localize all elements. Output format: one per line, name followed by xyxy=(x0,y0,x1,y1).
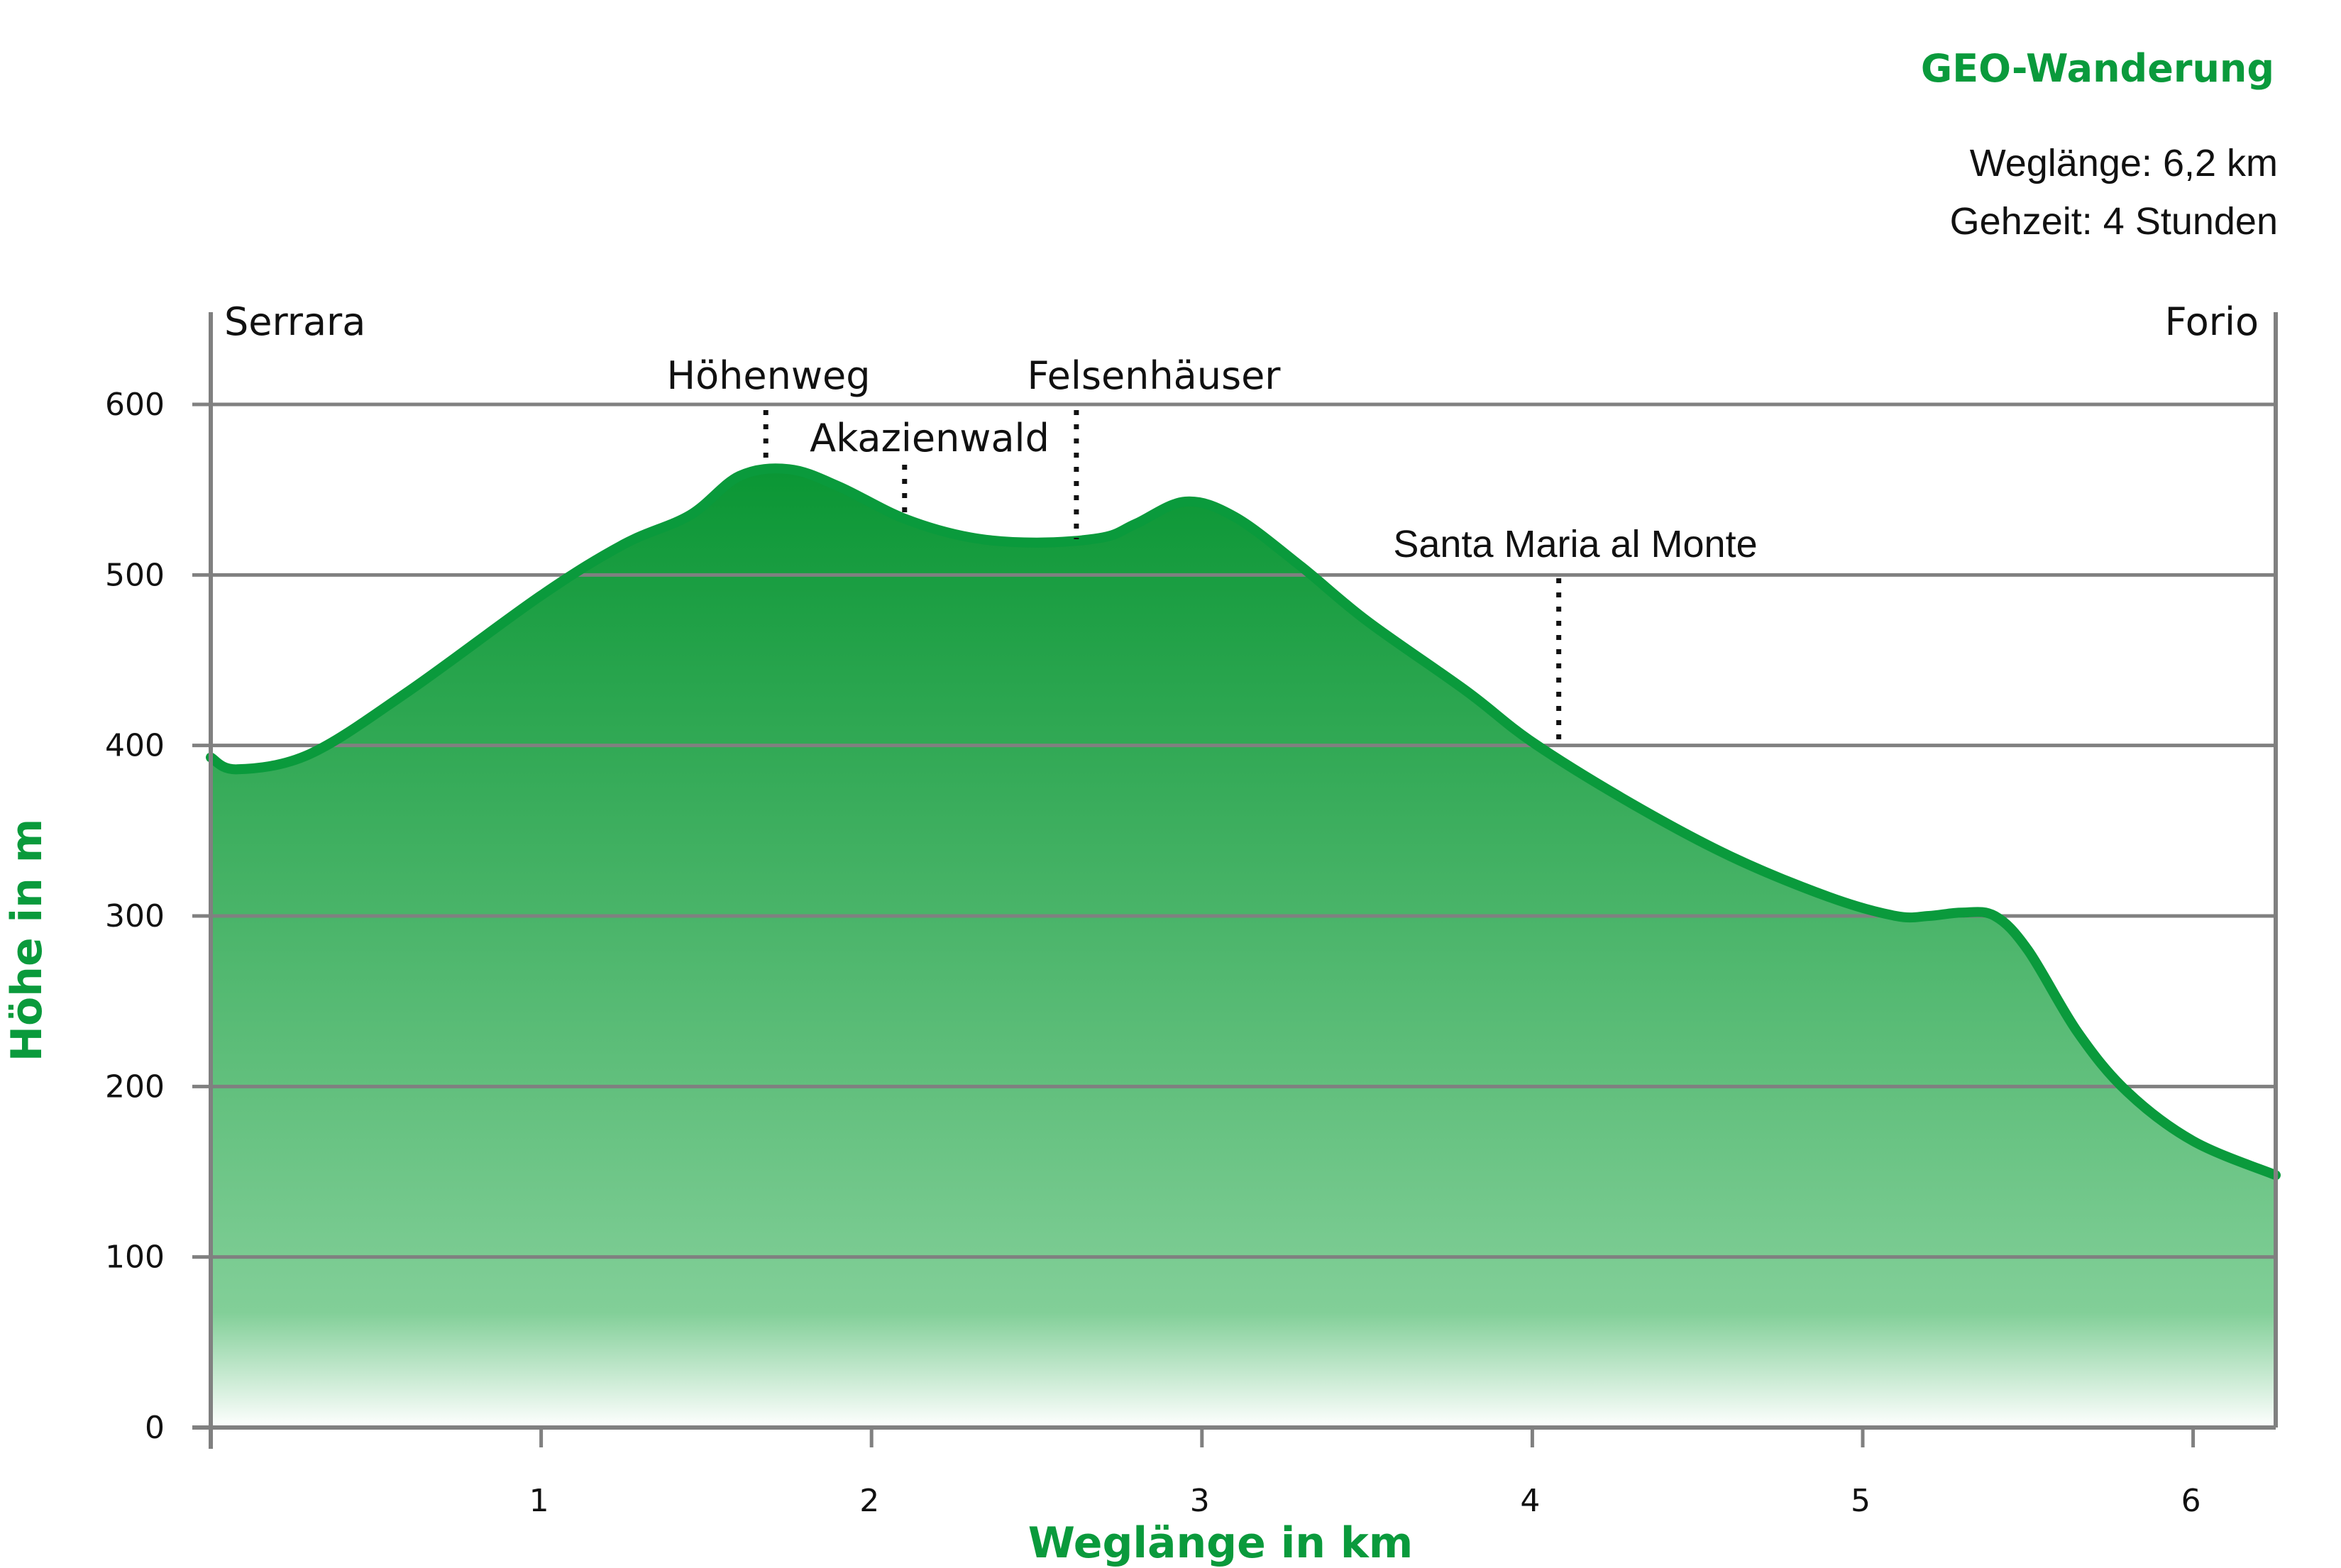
walking-time: Gehzeit: 4 Stunden xyxy=(1950,200,2278,243)
trail-length: Weglänge: 6,2 km xyxy=(1970,142,2278,184)
x-tick-label: 1 xyxy=(529,1483,549,1519)
y-tick-label: 500 xyxy=(105,557,165,593)
y-tick-label: 600 xyxy=(105,387,165,423)
y-tick-labels: 0 100 200 300 400 500 600 xyxy=(105,387,165,1446)
elevation-line xyxy=(206,463,2281,1181)
x-tick-label: 3 xyxy=(1190,1483,1210,1519)
x-tick-label: 2 xyxy=(859,1483,879,1519)
waypoint-annotations: Serrara Höhenweg Akazienwald Felsenhäuser Sa… xyxy=(224,299,2259,741)
y-tick-label: 400 xyxy=(105,728,165,764)
x-tick-label: 4 xyxy=(1520,1483,1540,1519)
y-tick-label: 300 xyxy=(105,898,165,934)
waypoint-label: Felsenhäuser xyxy=(1027,353,1281,398)
y-tick-label: 200 xyxy=(105,1069,165,1105)
elevation-area xyxy=(211,468,2276,1428)
chart-title: GEO-Wanderung xyxy=(1921,46,2274,91)
waypoint-label: Santa Maria al Monte xyxy=(1393,523,1757,565)
waypoint-label: Serrara xyxy=(224,299,365,344)
y-tick-label: 0 xyxy=(145,1410,165,1446)
x-axis-title: Weglänge in km xyxy=(1028,1518,1414,1568)
y-tick-label: 100 xyxy=(105,1240,165,1276)
waypoint-label: Akazienwald xyxy=(810,416,1050,460)
x-tick-label: 6 xyxy=(2181,1483,2201,1519)
x-tick-labels: 1 2 3 4 5 6 xyxy=(209,1428,2201,1519)
waypoint-label: Höhenweg xyxy=(667,353,871,398)
waypoint-label: Forio xyxy=(2165,299,2259,344)
x-tick-label: 5 xyxy=(1851,1483,1871,1519)
y-axis-title: Höhe in m xyxy=(2,819,52,1061)
